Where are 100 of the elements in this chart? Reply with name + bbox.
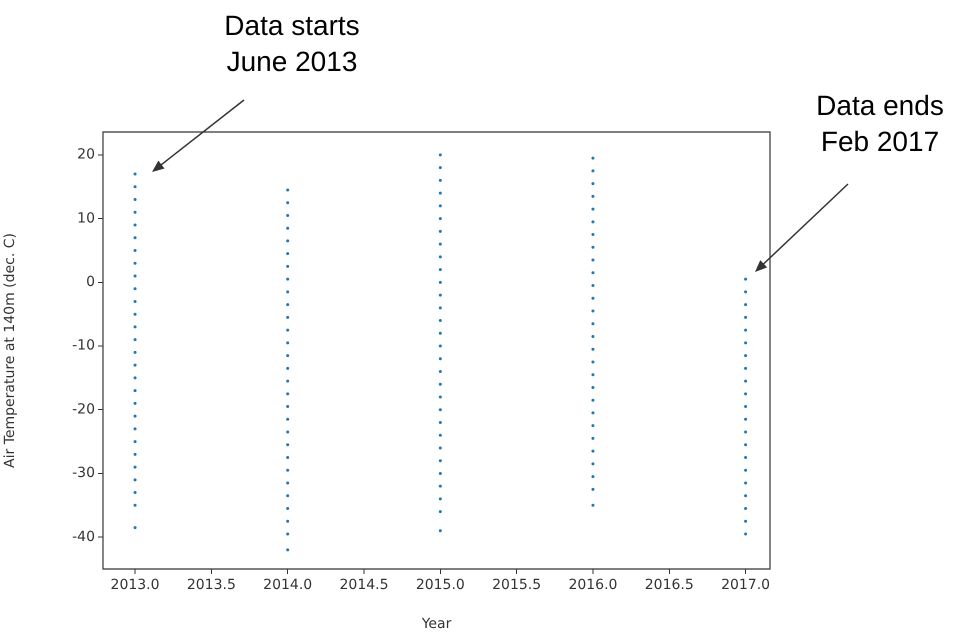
point [438,255,442,258]
x-tick-label: 2014.0 [263,577,312,594]
point [134,185,137,188]
point [591,284,594,288]
point [286,303,290,306]
point [286,456,290,460]
point [744,468,748,472]
point [438,370,442,374]
point [591,233,594,236]
point [744,482,748,484]
y-tick-label: -30 [72,465,95,482]
point [591,182,594,186]
x-axis-title: Year [420,616,452,632]
point [438,408,442,412]
point [438,344,442,348]
point [286,354,290,358]
point [134,526,137,530]
point [591,373,594,376]
point [591,450,594,453]
point [134,452,137,456]
point [286,532,290,536]
point [134,389,137,392]
point [591,220,594,224]
point [438,217,442,220]
point [286,214,290,217]
point [744,341,748,344]
point [134,172,137,176]
point [134,274,137,278]
point [744,506,748,510]
point [134,440,137,444]
point [134,338,137,342]
point [591,398,594,402]
point [591,424,594,428]
point [744,328,748,332]
point [286,392,290,396]
point [134,427,137,430]
point [438,357,442,360]
point [438,242,442,246]
text: Data ends Feb 2017 [816,89,944,159]
x-tick-label: 2014.5 [340,577,388,594]
point [286,520,290,523]
point [438,204,442,208]
point [591,296,594,300]
point [591,504,594,507]
point [744,366,748,370]
point [591,411,594,414]
point [134,224,137,227]
x-tick-label: 2013.5 [186,577,236,594]
point [438,446,442,450]
point [286,443,290,446]
point [591,322,594,326]
point [286,405,290,408]
y-tick-label: -20 [72,401,95,418]
y-tick-label: 10 [77,210,95,226]
point [438,268,442,272]
point [286,264,290,268]
point [438,472,442,475]
point [286,290,290,294]
point [438,510,442,514]
x-tick-label: 2017.0 [721,577,770,594]
point [134,198,137,202]
point [591,436,594,440]
point [438,280,442,284]
x-tick-label: 2013.0 [110,577,160,594]
point [591,194,594,198]
point [286,418,290,421]
point [286,252,290,256]
point [286,380,290,383]
x-tick-label: 2016.5 [644,577,694,594]
point [744,456,748,460]
x-tick-label: 2016.0 [568,577,618,594]
point [591,208,594,211]
point [591,348,594,351]
point [438,153,442,156]
point [744,405,748,408]
point [438,497,442,500]
point [134,491,137,494]
point [286,494,290,498]
point [744,303,748,306]
point [286,548,290,552]
point [744,354,748,358]
point [591,156,594,160]
point [286,278,290,281]
point [134,236,137,240]
text: Data starts June 2013 [224,9,360,79]
point [134,364,137,367]
point [438,178,442,182]
point [286,482,290,484]
y-tick-label: 20 [77,146,95,163]
point [591,246,594,249]
point [438,484,442,488]
point [438,332,442,335]
x-tick-label: 2015.5 [492,577,542,594]
point [286,188,290,192]
point [591,488,594,491]
point [591,258,594,262]
y-tick-label: 0 [86,274,95,290]
point [134,478,137,482]
point [438,529,442,532]
point [134,414,137,418]
